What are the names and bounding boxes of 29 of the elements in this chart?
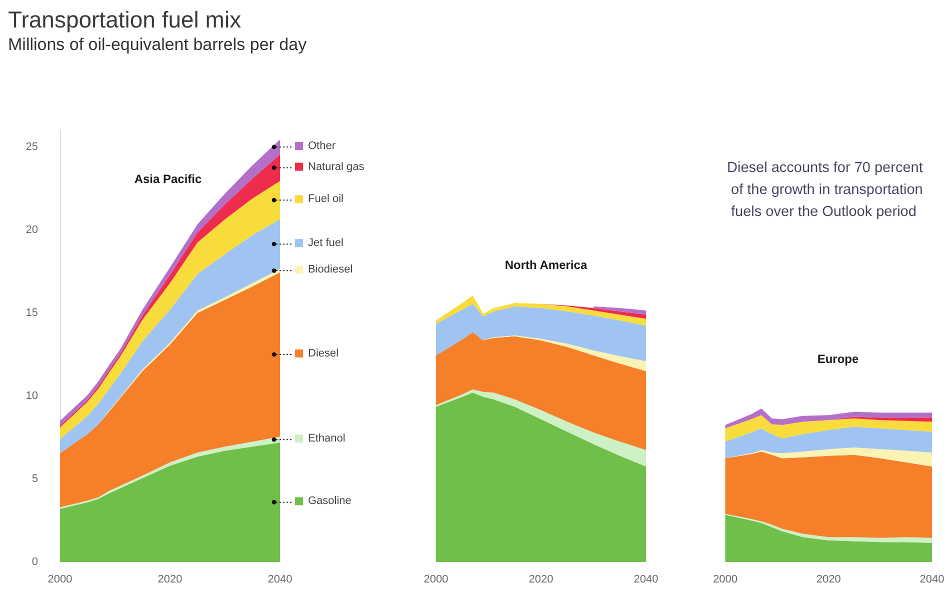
x-tick-label: 2020 <box>528 574 554 586</box>
y-tick-label: 25 <box>26 141 38 153</box>
legend-label: Diesel <box>308 348 339 360</box>
y-tick-label: 0 <box>32 556 38 568</box>
legend-label: Jet fuel <box>308 237 344 250</box>
annotation: Diesel accounts for 70 percent of the growth in transportation fuels over the Outlook period <box>727 160 923 220</box>
x-tick-label: 2000 <box>424 574 448 586</box>
x-tick-label: 2000 <box>48 574 72 586</box>
annotation: Europe <box>817 352 859 366</box>
y-tick-label: 5 <box>32 473 38 485</box>
chart-title: Transportation fuel mix <box>8 6 242 32</box>
x-tick-label: 2000 <box>712 574 738 586</box>
x-tick-label: 2040 <box>920 574 944 586</box>
x-tick-label: 2040 <box>634 574 658 586</box>
y-tick-label: 10 <box>26 390 38 402</box>
x-tick-label: 2040 <box>268 574 292 586</box>
legend-label: Other <box>308 140 336 152</box>
x-tick-label: 2020 <box>158 574 182 586</box>
legend-label: Natural gas <box>308 160 365 173</box>
legend-label: Fuel oil <box>308 193 344 206</box>
x-tick-label: 2020 <box>816 574 841 586</box>
annotation: North America <box>504 258 588 272</box>
annotation: Asia Pacific <box>134 172 202 186</box>
legend-label: Gasoline <box>308 495 352 508</box>
legend-label: Ethanol <box>308 432 346 445</box>
chart-subtitle: Millions of oil-equivalent barrels per day <box>8 35 308 54</box>
y-tick-label: 20 <box>26 224 38 236</box>
legend-label: Biodiesel <box>308 264 353 276</box>
y-tick-label: 15 <box>26 307 38 319</box>
